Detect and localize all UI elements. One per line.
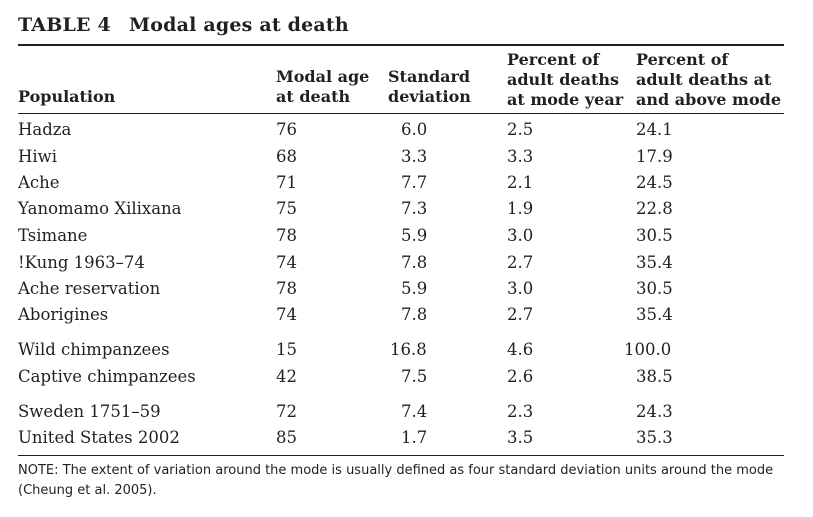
population-cell: Sweden 1751–59 (18, 402, 161, 421)
header-rule (18, 113, 784, 114)
table-number: TABLE 4 (18, 14, 111, 36)
header-sd-line2: deviation (388, 87, 471, 106)
population-cell: Ache reservation (18, 279, 161, 298)
sd-cell: 7.8 (401, 305, 428, 324)
table-title: TABLE 4 Modal ages at death (18, 14, 349, 36)
sd-cell: 7.7 (401, 173, 428, 192)
modal-age-cell: 85 (276, 428, 297, 447)
pct-mode-cell: 3.0 (507, 279, 534, 298)
pct-above-cell: 17.9 (636, 147, 673, 166)
sd-cell: 5.9 (401, 279, 428, 298)
table-note: NOTE: The extent of variation around the… (18, 463, 774, 498)
pct-mode-cell: 3.0 (507, 226, 534, 245)
pct-above-cell: 24.1 (636, 120, 673, 139)
sd-cell: 7.3 (401, 199, 428, 218)
modal-age-cell: 72 (276, 402, 297, 421)
modal-age-cell: 74 (276, 305, 297, 324)
header-pct-above-line3: and above mode (636, 90, 781, 109)
bottom-rule (18, 455, 784, 456)
pct-mode-cell: 3.3 (507, 147, 534, 166)
header-pct-mode-line3: at mode year (507, 90, 624, 109)
table-row: Ache reservation 78 5.9 3.0 30.5 (0, 277, 813, 301)
modal-age-cell: 74 (276, 253, 297, 272)
header-sd-line1: Standard (388, 67, 471, 86)
header-pct-mode-line2: adult deaths (507, 70, 619, 89)
population-cell: !Kung 1963–74 (18, 253, 145, 272)
pct-above-cell: 24.3 (636, 402, 673, 421)
table-row: Ache 71 7.7 2.1 24.5 (0, 171, 813, 195)
table-row: Hadza 76 6.0 2.5 24.1 (0, 118, 813, 142)
pct-mode-cell: 4.6 (507, 340, 534, 359)
pct-mode-cell: 2.3 (507, 402, 534, 421)
sd-cell: 1.7 (401, 428, 428, 447)
pct-mode-cell: 3.5 (507, 428, 534, 447)
pct-above-cell: 35.4 (636, 305, 673, 324)
population-cell: Captive chimpanzees (18, 367, 196, 386)
table-row: Wild chimpanzees 15 16.8 4.6 100.0 (0, 338, 813, 362)
population-cell: Hiwi (18, 147, 58, 166)
pct-above-cell: 35.3 (636, 428, 673, 447)
table-caption: Modal ages at death (128, 14, 349, 36)
header-standard-deviation: Standard deviation (388, 67, 471, 107)
modal-age-cell: 75 (276, 199, 297, 218)
population-cell: Tsimane (18, 226, 88, 245)
pct-mode-cell: 2.5 (507, 120, 534, 139)
header-modal-age: Modal age at death (276, 67, 369, 107)
top-rule (18, 44, 784, 46)
table-row: Hiwi 68 3.3 3.3 17.9 (0, 145, 813, 169)
table-row: Yanomamo Xilixana 75 7.3 1.9 22.8 (0, 197, 813, 221)
pct-above-cell: 35.4 (636, 253, 673, 272)
population-cell: United States 2002 (18, 428, 180, 447)
header-percent-at-mode: Percent of adult deaths at mode year (507, 50, 623, 110)
population-cell: Hadza (18, 120, 72, 139)
header-modal-age-line1: Modal age (276, 67, 370, 86)
header-population: Population (18, 87, 116, 106)
table-row: United States 2002 85 1.7 3.5 35.3 (0, 426, 813, 450)
modal-age-cell: 71 (276, 173, 297, 192)
modal-age-cell: 68 (276, 147, 297, 166)
header-pct-mode-line1: Percent of (507, 50, 600, 69)
table-row: !Kung 1963–74 74 7.8 2.7 35.4 (0, 251, 813, 275)
population-cell: Aborigines (18, 305, 109, 324)
population-cell: Wild chimpanzees (18, 340, 170, 359)
pct-mode-cell: 2.7 (507, 305, 534, 324)
pct-mode-cell: 2.7 (507, 253, 534, 272)
pct-mode-cell: 1.9 (507, 199, 534, 218)
table-row: Tsimane 78 5.9 3.0 30.5 (0, 224, 813, 248)
modal-age-cell: 76 (276, 120, 297, 139)
sd-cell: 6.0 (401, 120, 428, 139)
modal-age-cell: 15 (276, 340, 297, 359)
header-pct-above-line1: Percent of (636, 50, 729, 69)
table-row: Captive chimpanzees 42 7.5 2.6 38.5 (0, 365, 813, 389)
pct-above-cell: 30.5 (636, 226, 673, 245)
header-percent-above-mode: Percent of adult deaths at and above mod… (636, 50, 781, 110)
header-pct-above-line2: adult deaths at (636, 70, 772, 89)
pct-above-cell: 24.5 (636, 173, 673, 192)
sd-cell: 16.8 (390, 340, 427, 359)
pct-mode-cell: 2.1 (507, 173, 534, 192)
population-cell: Yanomamo Xilixana (18, 199, 182, 218)
sd-cell: 7.4 (401, 402, 428, 421)
header-modal-age-line2: at death (276, 87, 351, 106)
sd-cell: 3.3 (401, 147, 428, 166)
pct-above-cell: 38.5 (636, 367, 673, 386)
pct-mode-cell: 2.6 (507, 367, 534, 386)
table-row: Sweden 1751–59 72 7.4 2.3 24.3 (0, 400, 813, 424)
table-row: Aborigines 74 7.8 2.7 35.4 (0, 303, 813, 327)
pct-above-cell: 30.5 (636, 279, 673, 298)
pct-above-cell: 100.0 (624, 340, 672, 359)
sd-cell: 7.8 (401, 253, 428, 272)
sd-cell: 5.9 (401, 226, 428, 245)
modal-age-cell: 42 (276, 367, 297, 386)
pct-above-cell: 22.8 (636, 199, 673, 218)
modal-age-cell: 78 (276, 279, 297, 298)
sd-cell: 7.5 (401, 367, 428, 386)
population-cell: Ache (18, 173, 60, 192)
modal-age-cell: 78 (276, 226, 297, 245)
